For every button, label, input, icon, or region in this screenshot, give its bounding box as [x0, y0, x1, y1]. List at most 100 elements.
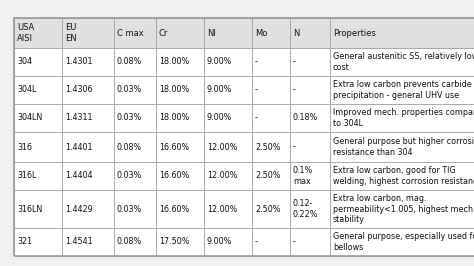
Bar: [330, 228, 474, 256]
Bar: [114, 132, 156, 162]
Text: 18.00%: 18.00%: [159, 114, 189, 123]
Bar: [330, 48, 474, 76]
Text: 17.50%: 17.50%: [159, 238, 190, 247]
Bar: [156, 190, 204, 228]
Bar: [14, 162, 62, 190]
Bar: [290, 104, 330, 132]
Bar: [62, 104, 114, 132]
Bar: [114, 162, 156, 190]
Text: Extra low carbon prevents carbide
precipitation - general UHV use: Extra low carbon prevents carbide precip…: [333, 80, 472, 100]
Bar: [252, 104, 290, 132]
Text: NI: NI: [207, 28, 216, 38]
Text: 1.4404: 1.4404: [65, 172, 92, 181]
Bar: [290, 190, 330, 228]
Bar: [252, 76, 290, 104]
Text: 321: 321: [17, 238, 32, 247]
Text: -: -: [255, 114, 258, 123]
Text: 304: 304: [17, 57, 32, 66]
Bar: [204, 104, 252, 132]
Text: 9.00%: 9.00%: [207, 238, 232, 247]
Text: Improved mech. properties compared
to 304L: Improved mech. properties compared to 30…: [333, 108, 474, 128]
Text: 0.08%: 0.08%: [117, 57, 142, 66]
Text: 1.4311: 1.4311: [65, 114, 92, 123]
Bar: [204, 190, 252, 228]
Bar: [290, 132, 330, 162]
Bar: [62, 18, 114, 48]
Text: General purpose, especially used for
bellows: General purpose, especially used for bel…: [333, 232, 474, 252]
Bar: [156, 132, 204, 162]
Bar: [14, 190, 62, 228]
Text: 12.00%: 12.00%: [207, 205, 237, 214]
Bar: [62, 162, 114, 190]
Bar: [252, 228, 290, 256]
Text: 18.00%: 18.00%: [159, 85, 189, 94]
Bar: [156, 228, 204, 256]
Bar: [62, 76, 114, 104]
Text: -: -: [293, 85, 296, 94]
Text: Cr: Cr: [159, 28, 168, 38]
Bar: [204, 132, 252, 162]
Bar: [290, 76, 330, 104]
Bar: [252, 190, 290, 228]
Text: -: -: [293, 57, 296, 66]
Text: General austenitic SS, relatively low
cost: General austenitic SS, relatively low co…: [333, 52, 474, 72]
Text: Extra low carbon, good for TIG
welding, highest corrosion resistance: Extra low carbon, good for TIG welding, …: [333, 166, 474, 186]
Bar: [330, 104, 474, 132]
Bar: [204, 18, 252, 48]
Text: 1.4306: 1.4306: [65, 85, 92, 94]
Text: 12.00%: 12.00%: [207, 143, 237, 152]
Bar: [330, 76, 474, 104]
Text: 304LN: 304LN: [17, 114, 42, 123]
Text: 0.08%: 0.08%: [117, 238, 142, 247]
Bar: [156, 48, 204, 76]
Text: 2.50%: 2.50%: [255, 143, 281, 152]
Bar: [62, 48, 114, 76]
Text: 9.00%: 9.00%: [207, 114, 232, 123]
Text: N: N: [293, 28, 300, 38]
Bar: [114, 48, 156, 76]
Bar: [14, 18, 62, 48]
Bar: [330, 162, 474, 190]
Bar: [62, 228, 114, 256]
Bar: [114, 190, 156, 228]
Text: 0.03%: 0.03%: [117, 172, 142, 181]
Bar: [156, 104, 204, 132]
Bar: [14, 76, 62, 104]
Text: 316L: 316L: [17, 172, 36, 181]
Text: EU
EN: EU EN: [65, 23, 77, 43]
Text: 9.00%: 9.00%: [207, 57, 232, 66]
Bar: [330, 190, 474, 228]
Bar: [156, 18, 204, 48]
Bar: [114, 228, 156, 256]
Text: 1.4401: 1.4401: [65, 143, 92, 152]
Text: 0.12-
0.22%: 0.12- 0.22%: [293, 199, 319, 219]
Text: 16.60%: 16.60%: [159, 172, 189, 181]
Text: Mo: Mo: [255, 28, 267, 38]
Text: General purpose but higher corrosion
resistance than 304: General purpose but higher corrosion res…: [333, 137, 474, 157]
Bar: [330, 132, 474, 162]
Text: -: -: [293, 238, 296, 247]
Bar: [14, 104, 62, 132]
Text: 1.4301: 1.4301: [65, 57, 92, 66]
Bar: [290, 228, 330, 256]
Text: 1.4429: 1.4429: [65, 205, 93, 214]
Bar: [204, 162, 252, 190]
Bar: [14, 228, 62, 256]
Text: 12.00%: 12.00%: [207, 172, 237, 181]
Bar: [330, 18, 474, 48]
Text: 18.00%: 18.00%: [159, 57, 189, 66]
Text: Extra low carbon, mag.
permeability<1.005, highest mech.
stability: Extra low carbon, mag. permeability<1.00…: [333, 194, 474, 224]
Bar: [114, 76, 156, 104]
Text: 2.50%: 2.50%: [255, 172, 281, 181]
Text: 0.03%: 0.03%: [117, 205, 142, 214]
Text: 304L: 304L: [17, 85, 36, 94]
Text: Properties: Properties: [333, 28, 376, 38]
Bar: [62, 190, 114, 228]
Text: 316: 316: [17, 143, 32, 152]
Text: 16.60%: 16.60%: [159, 143, 189, 152]
Bar: [204, 76, 252, 104]
Text: -: -: [255, 57, 258, 66]
Bar: [156, 162, 204, 190]
Text: 0.03%: 0.03%: [117, 114, 142, 123]
Text: USA
AISI: USA AISI: [17, 23, 34, 43]
